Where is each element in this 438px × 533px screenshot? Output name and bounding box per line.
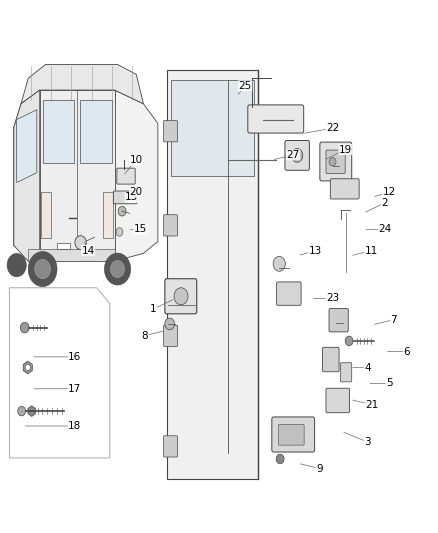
FancyBboxPatch shape — [326, 150, 345, 173]
Circle shape — [18, 406, 25, 416]
Text: 23: 23 — [326, 293, 339, 303]
Text: 10: 10 — [130, 155, 143, 165]
FancyBboxPatch shape — [340, 363, 352, 382]
Circle shape — [329, 158, 336, 166]
Text: 3: 3 — [364, 437, 371, 447]
Circle shape — [118, 206, 126, 216]
FancyBboxPatch shape — [330, 179, 359, 199]
FancyBboxPatch shape — [163, 215, 177, 236]
Text: 11: 11 — [365, 246, 378, 255]
FancyBboxPatch shape — [163, 436, 177, 457]
Text: 15: 15 — [125, 192, 138, 203]
Circle shape — [276, 454, 284, 464]
FancyBboxPatch shape — [248, 105, 304, 133]
FancyBboxPatch shape — [285, 141, 309, 170]
FancyBboxPatch shape — [279, 424, 304, 445]
Text: 5: 5 — [386, 378, 392, 389]
Text: 15: 15 — [134, 224, 147, 235]
FancyBboxPatch shape — [329, 309, 348, 332]
Circle shape — [28, 252, 57, 287]
Text: 4: 4 — [364, 362, 371, 373]
Circle shape — [25, 365, 30, 370]
Circle shape — [273, 256, 286, 271]
Polygon shape — [14, 90, 158, 261]
Text: 6: 6 — [403, 346, 410, 357]
Polygon shape — [40, 90, 115, 261]
Polygon shape — [103, 192, 113, 238]
Text: 13: 13 — [308, 246, 321, 255]
Circle shape — [116, 228, 123, 236]
Text: 27: 27 — [286, 150, 300, 160]
Text: 17: 17 — [68, 384, 81, 394]
Circle shape — [104, 253, 131, 285]
FancyBboxPatch shape — [165, 279, 197, 314]
FancyBboxPatch shape — [117, 168, 135, 184]
Circle shape — [35, 260, 50, 279]
Polygon shape — [17, 110, 37, 182]
Text: 14: 14 — [81, 246, 95, 255]
FancyBboxPatch shape — [57, 243, 70, 249]
Text: 2: 2 — [381, 198, 388, 208]
Circle shape — [345, 336, 353, 346]
Polygon shape — [14, 90, 40, 261]
FancyBboxPatch shape — [320, 142, 352, 181]
Circle shape — [174, 288, 188, 305]
Circle shape — [291, 149, 303, 163]
Polygon shape — [42, 100, 74, 163]
Polygon shape — [21, 64, 144, 104]
FancyBboxPatch shape — [326, 388, 350, 413]
Text: 12: 12 — [383, 187, 396, 197]
Text: 7: 7 — [390, 314, 397, 325]
Circle shape — [20, 322, 29, 333]
FancyBboxPatch shape — [113, 191, 137, 204]
Text: 21: 21 — [365, 400, 378, 410]
Polygon shape — [166, 70, 258, 479]
Polygon shape — [28, 406, 35, 416]
Circle shape — [110, 261, 124, 278]
Polygon shape — [23, 361, 32, 374]
Text: 8: 8 — [141, 330, 148, 341]
FancyBboxPatch shape — [163, 325, 177, 346]
Text: 19: 19 — [339, 144, 352, 155]
Text: 1: 1 — [150, 304, 157, 314]
FancyBboxPatch shape — [277, 282, 301, 305]
Circle shape — [75, 236, 86, 249]
FancyBboxPatch shape — [322, 348, 339, 372]
Circle shape — [7, 253, 26, 277]
Text: 24: 24 — [378, 224, 392, 235]
FancyBboxPatch shape — [272, 417, 314, 452]
Polygon shape — [171, 80, 254, 176]
Text: 22: 22 — [326, 123, 339, 133]
Polygon shape — [41, 192, 51, 238]
Text: 18: 18 — [68, 421, 81, 431]
Text: 16: 16 — [68, 352, 81, 362]
Text: 9: 9 — [316, 464, 323, 473]
Polygon shape — [80, 100, 112, 163]
Circle shape — [165, 318, 174, 330]
FancyBboxPatch shape — [163, 120, 177, 142]
Polygon shape — [28, 249, 115, 261]
Text: 25: 25 — [239, 81, 252, 91]
Text: 20: 20 — [130, 187, 143, 197]
